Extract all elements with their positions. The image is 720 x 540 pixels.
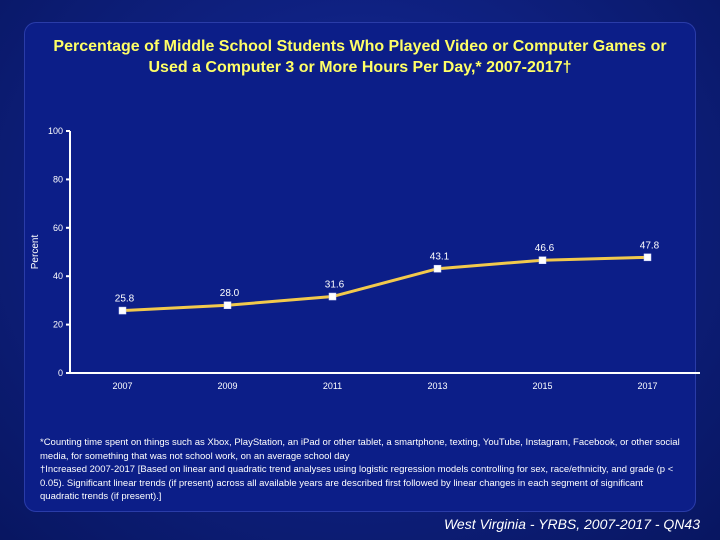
data-point <box>118 306 127 315</box>
x-tick-label: 2013 <box>427 381 447 391</box>
y-tick-label: 0 <box>58 368 63 378</box>
data-label: 46.6 <box>535 243 555 254</box>
content-panel <box>24 22 696 512</box>
series-line <box>122 255 648 313</box>
data-point <box>538 256 547 264</box>
y-axis-title: Percent <box>30 235 41 270</box>
data-point <box>328 292 337 301</box>
y-tick-label: 80 <box>53 174 63 184</box>
data-label: 43.1 <box>430 252 450 263</box>
x-tick-label: 2017 <box>637 381 657 391</box>
footnote-definition: *Counting time spent on things such as X… <box>40 437 680 462</box>
data-label: 47.8 <box>640 240 660 251</box>
x-tick-label: 2009 <box>217 381 237 391</box>
data-point <box>223 301 232 309</box>
data-label: 25.8 <box>115 294 135 305</box>
y-tick-label: 60 <box>53 223 63 233</box>
chart-marks: 25.8 28.0 31.6 43.1 46.6 47.8 <box>115 240 660 315</box>
y-tick-label: 20 <box>53 320 63 330</box>
y-tick-label: 40 <box>53 271 63 281</box>
data-label: 28.0 <box>220 288 240 299</box>
chart-axes: 0 20 40 60 80 100 Percent 2007 2009 2011 2013 2015 2… <box>30 126 700 391</box>
x-tick-label: 2007 <box>112 381 132 391</box>
data-point <box>643 253 652 262</box>
data-label: 31.6 <box>325 280 345 291</box>
data-point <box>433 264 442 273</box>
source-label: West Virginia - YRBS, 2007-2017 - QN43 <box>443 516 700 532</box>
footnotes: *Counting time spent on things such as X… <box>40 436 680 504</box>
y-tick-label: 100 <box>48 126 63 136</box>
x-tick-label: 2011 <box>323 381 342 391</box>
chart-title: Percentage of Middle School Students Who… <box>53 38 667 76</box>
footnote-trend: †Increased 2007-2017 [Based on linear an… <box>40 464 674 502</box>
x-tick-label: 2015 <box>532 381 552 391</box>
